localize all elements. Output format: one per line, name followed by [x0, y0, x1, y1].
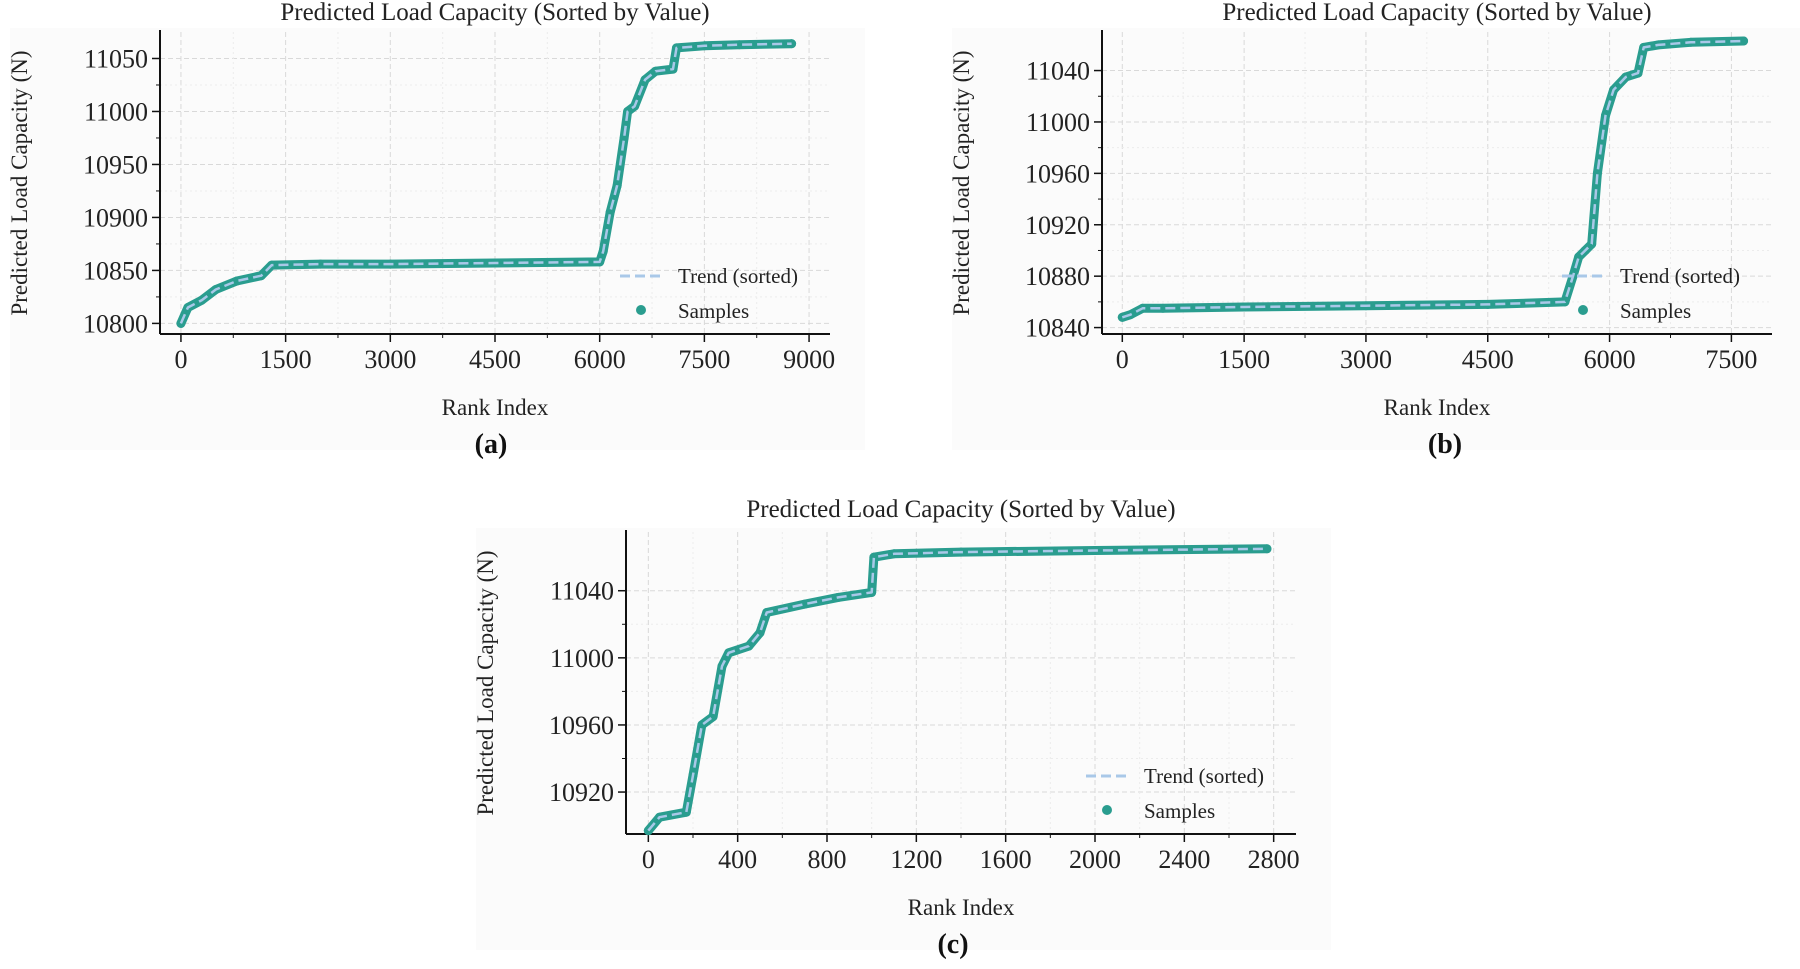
sample-point — [734, 40, 744, 50]
x-tick-label: 400 — [718, 845, 757, 874]
legend-trend-label: Trend (sorted) — [1620, 264, 1740, 288]
x-tick-label: 0 — [642, 845, 655, 874]
y-tick-label: 10800 — [83, 309, 148, 338]
y-tick-label: 10960 — [549, 711, 614, 740]
y-tick-label: 10960 — [1025, 159, 1090, 188]
sample-point — [1262, 544, 1272, 554]
chart-title: Predicted Load Capacity (Sorted by Value… — [746, 496, 1175, 523]
x-axis-label: Rank Index — [908, 895, 1015, 920]
legend-samples-swatch — [1102, 805, 1112, 815]
x-tick-label: 2800 — [1248, 845, 1300, 874]
sample-point — [316, 259, 326, 269]
y-tick-label: 11050 — [84, 44, 148, 73]
y-tick-label: 10920 — [1025, 211, 1090, 240]
sample-point — [605, 207, 615, 217]
y-tick-label: 10950 — [83, 150, 148, 179]
y-tick-label: 10840 — [1025, 314, 1090, 343]
x-tick-label: 6000 — [574, 345, 626, 374]
x-tick-label: 3000 — [1340, 345, 1392, 374]
x-tick-label: 7500 — [678, 345, 730, 374]
sample-point — [681, 807, 691, 817]
x-tick-label: 1200 — [890, 845, 942, 874]
x-tick-label: 0 — [1116, 345, 1129, 374]
y-tick-label: 10920 — [549, 778, 614, 807]
y-tick-label: 10850 — [83, 256, 148, 285]
y-axis-label: Predicted Load Capacity (N) — [7, 50, 32, 315]
x-tick-label: 800 — [808, 845, 847, 874]
legend-samples-label: Samples — [1620, 299, 1691, 323]
panel-background — [952, 28, 1800, 450]
y-axis-label: Predicted Load Capacity (N) — [949, 50, 974, 315]
panel-background — [476, 528, 1331, 950]
x-tick-label: 1500 — [1218, 345, 1270, 374]
x-tick-label: 7500 — [1705, 345, 1757, 374]
legend-samples-swatch — [636, 305, 646, 315]
legend-trend-label: Trend (sorted) — [1144, 764, 1264, 788]
legend-samples-swatch — [1578, 305, 1588, 315]
sample-point — [869, 552, 879, 562]
chart-panel-a: 0 1500 3000 4500 6000 7500 9000 10800 10850 10900… — [7, 0, 865, 460]
trend-line — [1121, 39, 1744, 319]
panel-label: (a) — [475, 429, 508, 460]
sample-point — [800, 599, 810, 609]
x-tick-label: 1600 — [980, 845, 1032, 874]
x-tick-label: 4500 — [469, 345, 521, 374]
y-tick-label: 11000 — [550, 644, 614, 673]
y-tick-label: 11040 — [1026, 57, 1090, 86]
y-tick-label: 11040 — [550, 577, 614, 606]
sample-point — [232, 276, 242, 286]
legend-samples-label: Samples — [678, 299, 749, 323]
chart-title: Predicted Load Capacity (Sorted by Value… — [1222, 0, 1651, 26]
x-axis-label: Rank Index — [442, 395, 549, 420]
y-tick-label: 10880 — [1025, 262, 1090, 291]
y-tick-label: 11000 — [1026, 108, 1090, 137]
x-tick-label: 1500 — [260, 345, 312, 374]
legend-trend-label: Trend (sorted) — [678, 264, 798, 288]
sample-point — [1592, 168, 1602, 178]
y-axis-label: Predicted Load Capacity (N) — [473, 550, 498, 815]
trend-line — [179, 42, 792, 324]
x-tick-label: 6000 — [1584, 345, 1636, 374]
sample-point — [1574, 252, 1584, 262]
x-tick-label: 2000 — [1069, 845, 1121, 874]
y-tick-label: 10900 — [83, 203, 148, 232]
panel-background — [10, 28, 865, 450]
x-tick-label: 4500 — [1462, 345, 1514, 374]
panel-label: (c) — [937, 929, 968, 960]
trend-line — [647, 547, 1268, 832]
x-tick-label: 0 — [174, 345, 187, 374]
x-tick-label: 3000 — [364, 345, 416, 374]
sample-point — [619, 133, 629, 143]
x-tick-label: 2400 — [1158, 845, 1210, 874]
sample-point — [787, 39, 797, 49]
panel-label: (b) — [1428, 429, 1462, 460]
sample-point — [1158, 303, 1168, 313]
sample-point — [1739, 36, 1749, 46]
chart-panel-c: 0 400 800 1200 1600 2000 2400 2800 10920 10960 110… — [473, 496, 1331, 960]
y-tick-label: 11000 — [84, 97, 148, 126]
x-tick-label: 9000 — [783, 345, 835, 374]
legend-samples-label: Samples — [1144, 799, 1215, 823]
chart-title: Predicted Load Capacity (Sorted by Value… — [280, 0, 709, 26]
chart-panel-b: 0 1500 3000 4500 6000 7500 10840 10880 10920 1096… — [949, 0, 1800, 460]
x-axis-label: Rank Index — [1384, 395, 1491, 420]
